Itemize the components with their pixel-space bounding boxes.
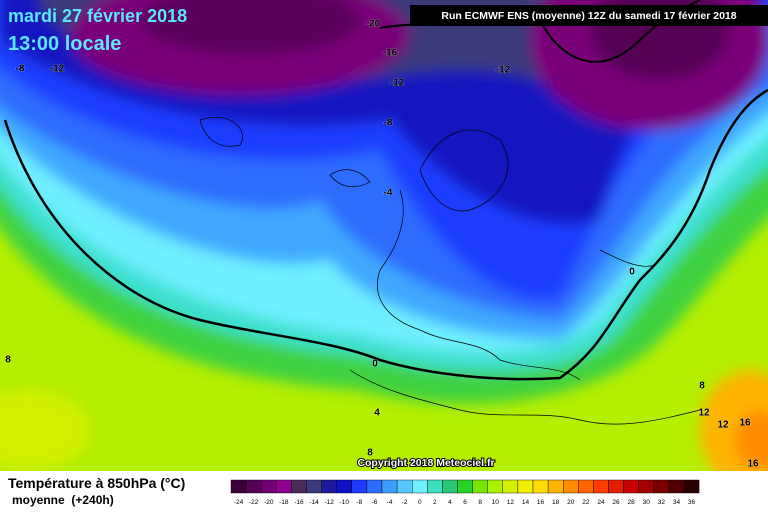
colorbar-cell (623, 479, 639, 494)
contour-label: -12 (496, 65, 511, 76)
colorbar-label: 32 (658, 499, 666, 506)
colorbar-cell (276, 479, 292, 494)
contour-label: 12 (717, 420, 729, 431)
colorbar-cell (396, 479, 413, 494)
colorbar-label: 2 (433, 499, 437, 506)
contour-label: 0 (372, 359, 378, 370)
run-info: Run ECMWF ENS (moyenne) 12Z du samedi 17… (441, 10, 736, 22)
legend-title: Température à 850hPa (°C) (8, 475, 185, 491)
colorbar-cell (593, 479, 609, 494)
contour-label: 4 (374, 408, 380, 419)
contour-label: -4 (384, 188, 393, 199)
contour-label: -8 (384, 118, 393, 129)
colorbar-cell (653, 479, 670, 494)
colorbar-cell (502, 479, 519, 494)
colorbar-label: 34 (673, 499, 681, 506)
colorbar-cell (351, 479, 368, 494)
colorbar-cell (472, 479, 488, 494)
contour-label: 16 (739, 418, 751, 429)
colorbar-cell (547, 479, 564, 494)
colorbar-label: 26 (612, 499, 620, 506)
colorbar-label: -16 (294, 499, 304, 506)
colorbar: -24 -22 -20 -18 -16 -14 -12 -10 -8 -6 -4 -2 0 2 4 6 8 10 1… (230, 479, 700, 506)
contour-label: 8 (367, 448, 373, 459)
contour-label: 12 (698, 408, 710, 419)
colorbar-cell (230, 479, 247, 494)
contour-label: 8 (699, 381, 705, 392)
colorbar-label: 18 (552, 499, 560, 506)
colorbar-cell (381, 479, 398, 494)
contour-label: -16 (383, 48, 398, 59)
colorbar-label: -10 (340, 499, 350, 506)
colorbar-label: -14 (309, 499, 319, 506)
coastlines (199, 117, 701, 425)
contour-label: 16 (747, 459, 759, 470)
colorbar-label: 4 (448, 499, 452, 506)
contour-labels: -8 -12 -20 -16 -12 -12 -8 -4 0 0 4 8 8 8 12 12 16 16 (5, 18, 760, 470)
colorbar-label: 36 (688, 499, 696, 506)
colorbar-label: 24 (597, 499, 605, 506)
legend-subtitle: moyenne (+240h) (12, 493, 114, 507)
copyright: Copyright 2018 Meteociel.fr (357, 457, 494, 469)
contour-label: -12 (390, 78, 405, 89)
colorbar-cell (668, 479, 685, 494)
colorbar-cell (578, 479, 594, 494)
colorbar-label: 8 (478, 499, 482, 506)
colorbar-cell (366, 479, 383, 494)
colorbar-label: -8 (356, 499, 362, 506)
colorbar-cell (245, 479, 262, 494)
colorbar-cell (261, 479, 277, 494)
colorbar-cell (487, 479, 504, 494)
colorbar-cell (457, 479, 473, 494)
run-box (410, 5, 768, 26)
colorbar-cell (638, 479, 655, 494)
colorbar-cell (683, 479, 700, 494)
contour-label: -20 (366, 19, 381, 30)
colorbar-label: 12 (507, 499, 515, 506)
colorbar-label: 28 (628, 499, 636, 506)
colorbar-cell (442, 479, 458, 494)
colorbar-label: 10 (492, 499, 500, 506)
colorbar-label: 6 (463, 499, 467, 506)
colorbar-label: -24 (234, 499, 244, 506)
colorbar-label: -22 (249, 499, 259, 506)
colorbar-cell (427, 479, 443, 494)
colorbar-cell (608, 479, 624, 494)
colorbar-label: -2 (402, 499, 408, 506)
colorbar-label: -20 (264, 499, 274, 506)
contour-label: -8 (16, 64, 25, 75)
zero-isotherm (3, 88, 768, 381)
colorbar-cell (336, 479, 353, 494)
contour-label: 0 (629, 267, 635, 278)
colorbar-cell (532, 479, 549, 494)
colorbar-label: 14 (522, 499, 530, 506)
colorbar-cell (517, 479, 534, 494)
colorbar-cell (321, 479, 337, 494)
contour-label: 8 (5, 355, 11, 366)
map: -8 -12 -20 -16 -12 -12 -8 -4 0 0 4 8 8 8 12 12 16 16 mard… (0, 0, 768, 471)
colorbar-label: 22 (582, 499, 590, 506)
colorbar-label: -6 (372, 499, 378, 506)
colorbar-label: -18 (279, 499, 289, 506)
colorbar-cell (306, 479, 322, 494)
contour-label: -12 (50, 64, 65, 75)
colorbar-label: 30 (643, 499, 651, 506)
colorbar-cell (563, 479, 579, 494)
colorbar-label: -12 (324, 499, 334, 506)
colorbar-label: 0 (418, 499, 422, 506)
forecast-date: mardi 27 février 2018 (8, 6, 187, 26)
colorbar-cell (291, 479, 307, 494)
colorbar-cell (412, 479, 428, 494)
forecast-time: 13:00 locale (8, 33, 121, 55)
colorbar-label: 20 (567, 499, 575, 506)
temperature-field (0, 0, 768, 471)
colorbar-label: -4 (387, 499, 393, 506)
colorbar-label: 16 (537, 499, 545, 506)
